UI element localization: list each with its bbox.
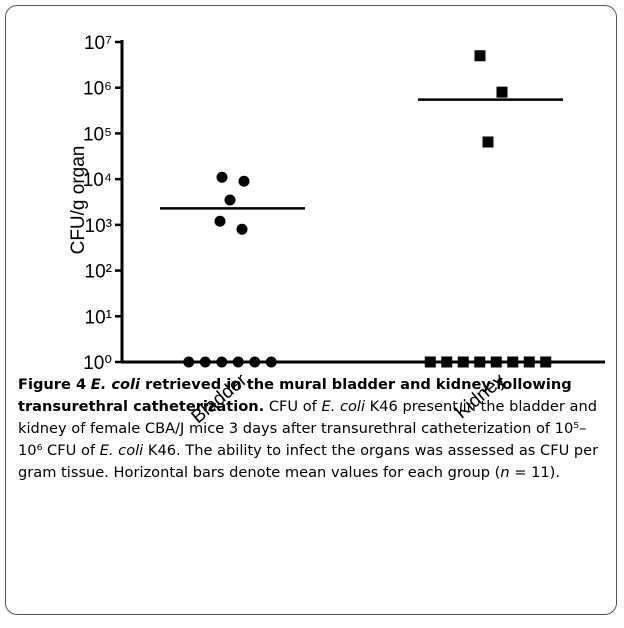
data-point bbox=[457, 356, 469, 368]
data-point bbox=[474, 50, 486, 62]
y-tick-label: 10⁷ bbox=[84, 33, 112, 54]
y-tick-label: 10⁴ bbox=[83, 170, 112, 191]
data-point bbox=[265, 356, 277, 368]
data-point bbox=[540, 356, 552, 368]
data-point bbox=[474, 356, 486, 368]
caption-body: E. coli bbox=[321, 398, 366, 415]
data-point bbox=[232, 356, 244, 368]
data-point bbox=[199, 356, 211, 368]
data-point bbox=[238, 175, 250, 187]
data-point bbox=[490, 356, 502, 368]
caption-title: retrieved in the mural bladder and kidne… bbox=[18, 376, 572, 415]
data-point bbox=[214, 215, 226, 227]
y-tick-label: 10⁰ bbox=[83, 353, 112, 374]
data-point bbox=[236, 223, 248, 235]
caption-body: K46. The ability to infect the organs wa… bbox=[18, 442, 599, 481]
caption-title: E. coli bbox=[90, 376, 141, 393]
data-point bbox=[496, 86, 508, 98]
data-point bbox=[482, 136, 494, 148]
caption-body: n bbox=[500, 464, 510, 481]
y-tick-label: 10² bbox=[85, 262, 112, 283]
caption: Figure 4 E. coli retrieved in the mural … bbox=[18, 374, 610, 484]
y-tick-label: 10⁶ bbox=[83, 79, 112, 100]
y-tick-label: 10⁵ bbox=[83, 124, 112, 145]
data-point bbox=[216, 171, 228, 183]
data-point bbox=[523, 356, 535, 368]
data-point bbox=[216, 356, 228, 368]
caption-body: CFU of bbox=[268, 398, 322, 415]
y-tick-label: 10³ bbox=[85, 216, 112, 237]
caption-body: E. coli bbox=[99, 442, 144, 459]
data-point bbox=[441, 356, 453, 368]
data-point bbox=[424, 356, 436, 368]
figure-frame bbox=[5, 5, 617, 615]
data-point bbox=[507, 356, 519, 368]
caption-body: K46 present in the bladder and kidney of… bbox=[18, 398, 597, 459]
y-tick-label: 10¹ bbox=[85, 307, 112, 328]
data-point bbox=[249, 356, 261, 368]
data-point bbox=[183, 356, 195, 368]
caption-label: Figure 4 bbox=[18, 376, 87, 393]
y-axis-label: CFU/g organ bbox=[68, 146, 89, 255]
caption-body: = 11). bbox=[509, 464, 560, 481]
data-point bbox=[224, 194, 236, 206]
